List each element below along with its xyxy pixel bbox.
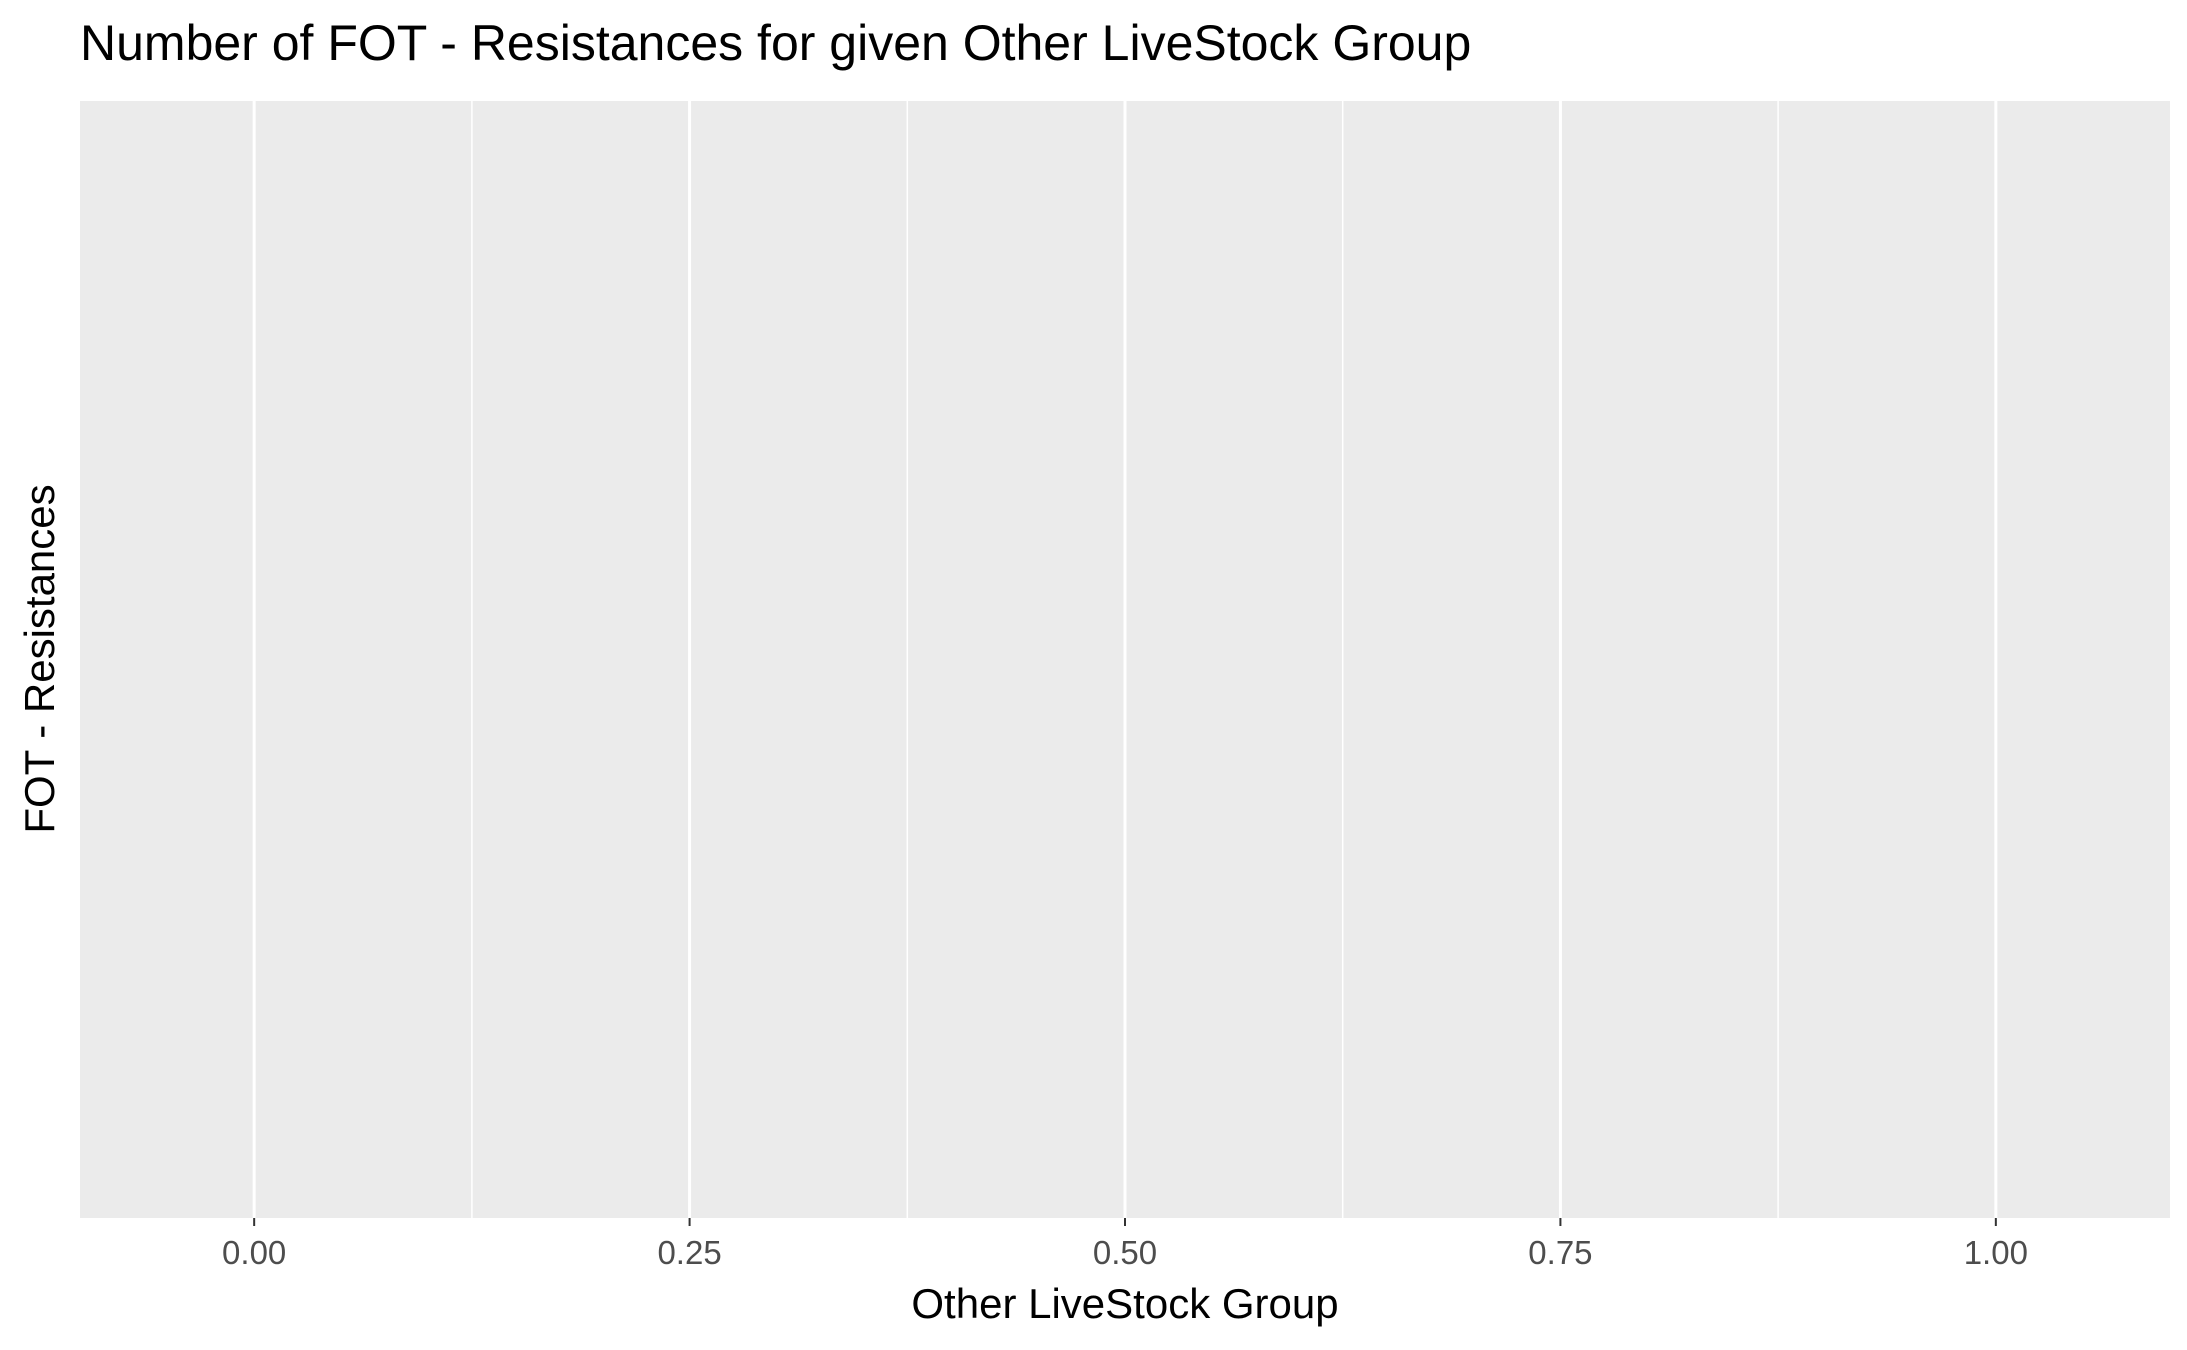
x-axis-title: Other LiveStock Group [911,1280,1338,1327]
major-gridlines [252,101,1998,1218]
x-axis-tick-label: 0.00 [222,1234,286,1271]
chart-title: Number of FOT - Resistances for given Ot… [80,15,1471,71]
x-axis-tick-labels: 0.00 0.25 0.50 0.75 1.00 [222,1234,2028,1271]
minor-gridlines [471,101,1779,1218]
x-axis-ticks [253,1218,1997,1226]
x-axis-tick-label: 0.25 [657,1234,721,1271]
y-axis-title: FOT - Resistances [16,484,63,833]
x-axis-tick-label: 0.50 [1093,1234,1157,1271]
x-axis-tick-label: 0.75 [1528,1234,1592,1271]
x-axis-tick-label: 1.00 [1964,1234,2028,1271]
